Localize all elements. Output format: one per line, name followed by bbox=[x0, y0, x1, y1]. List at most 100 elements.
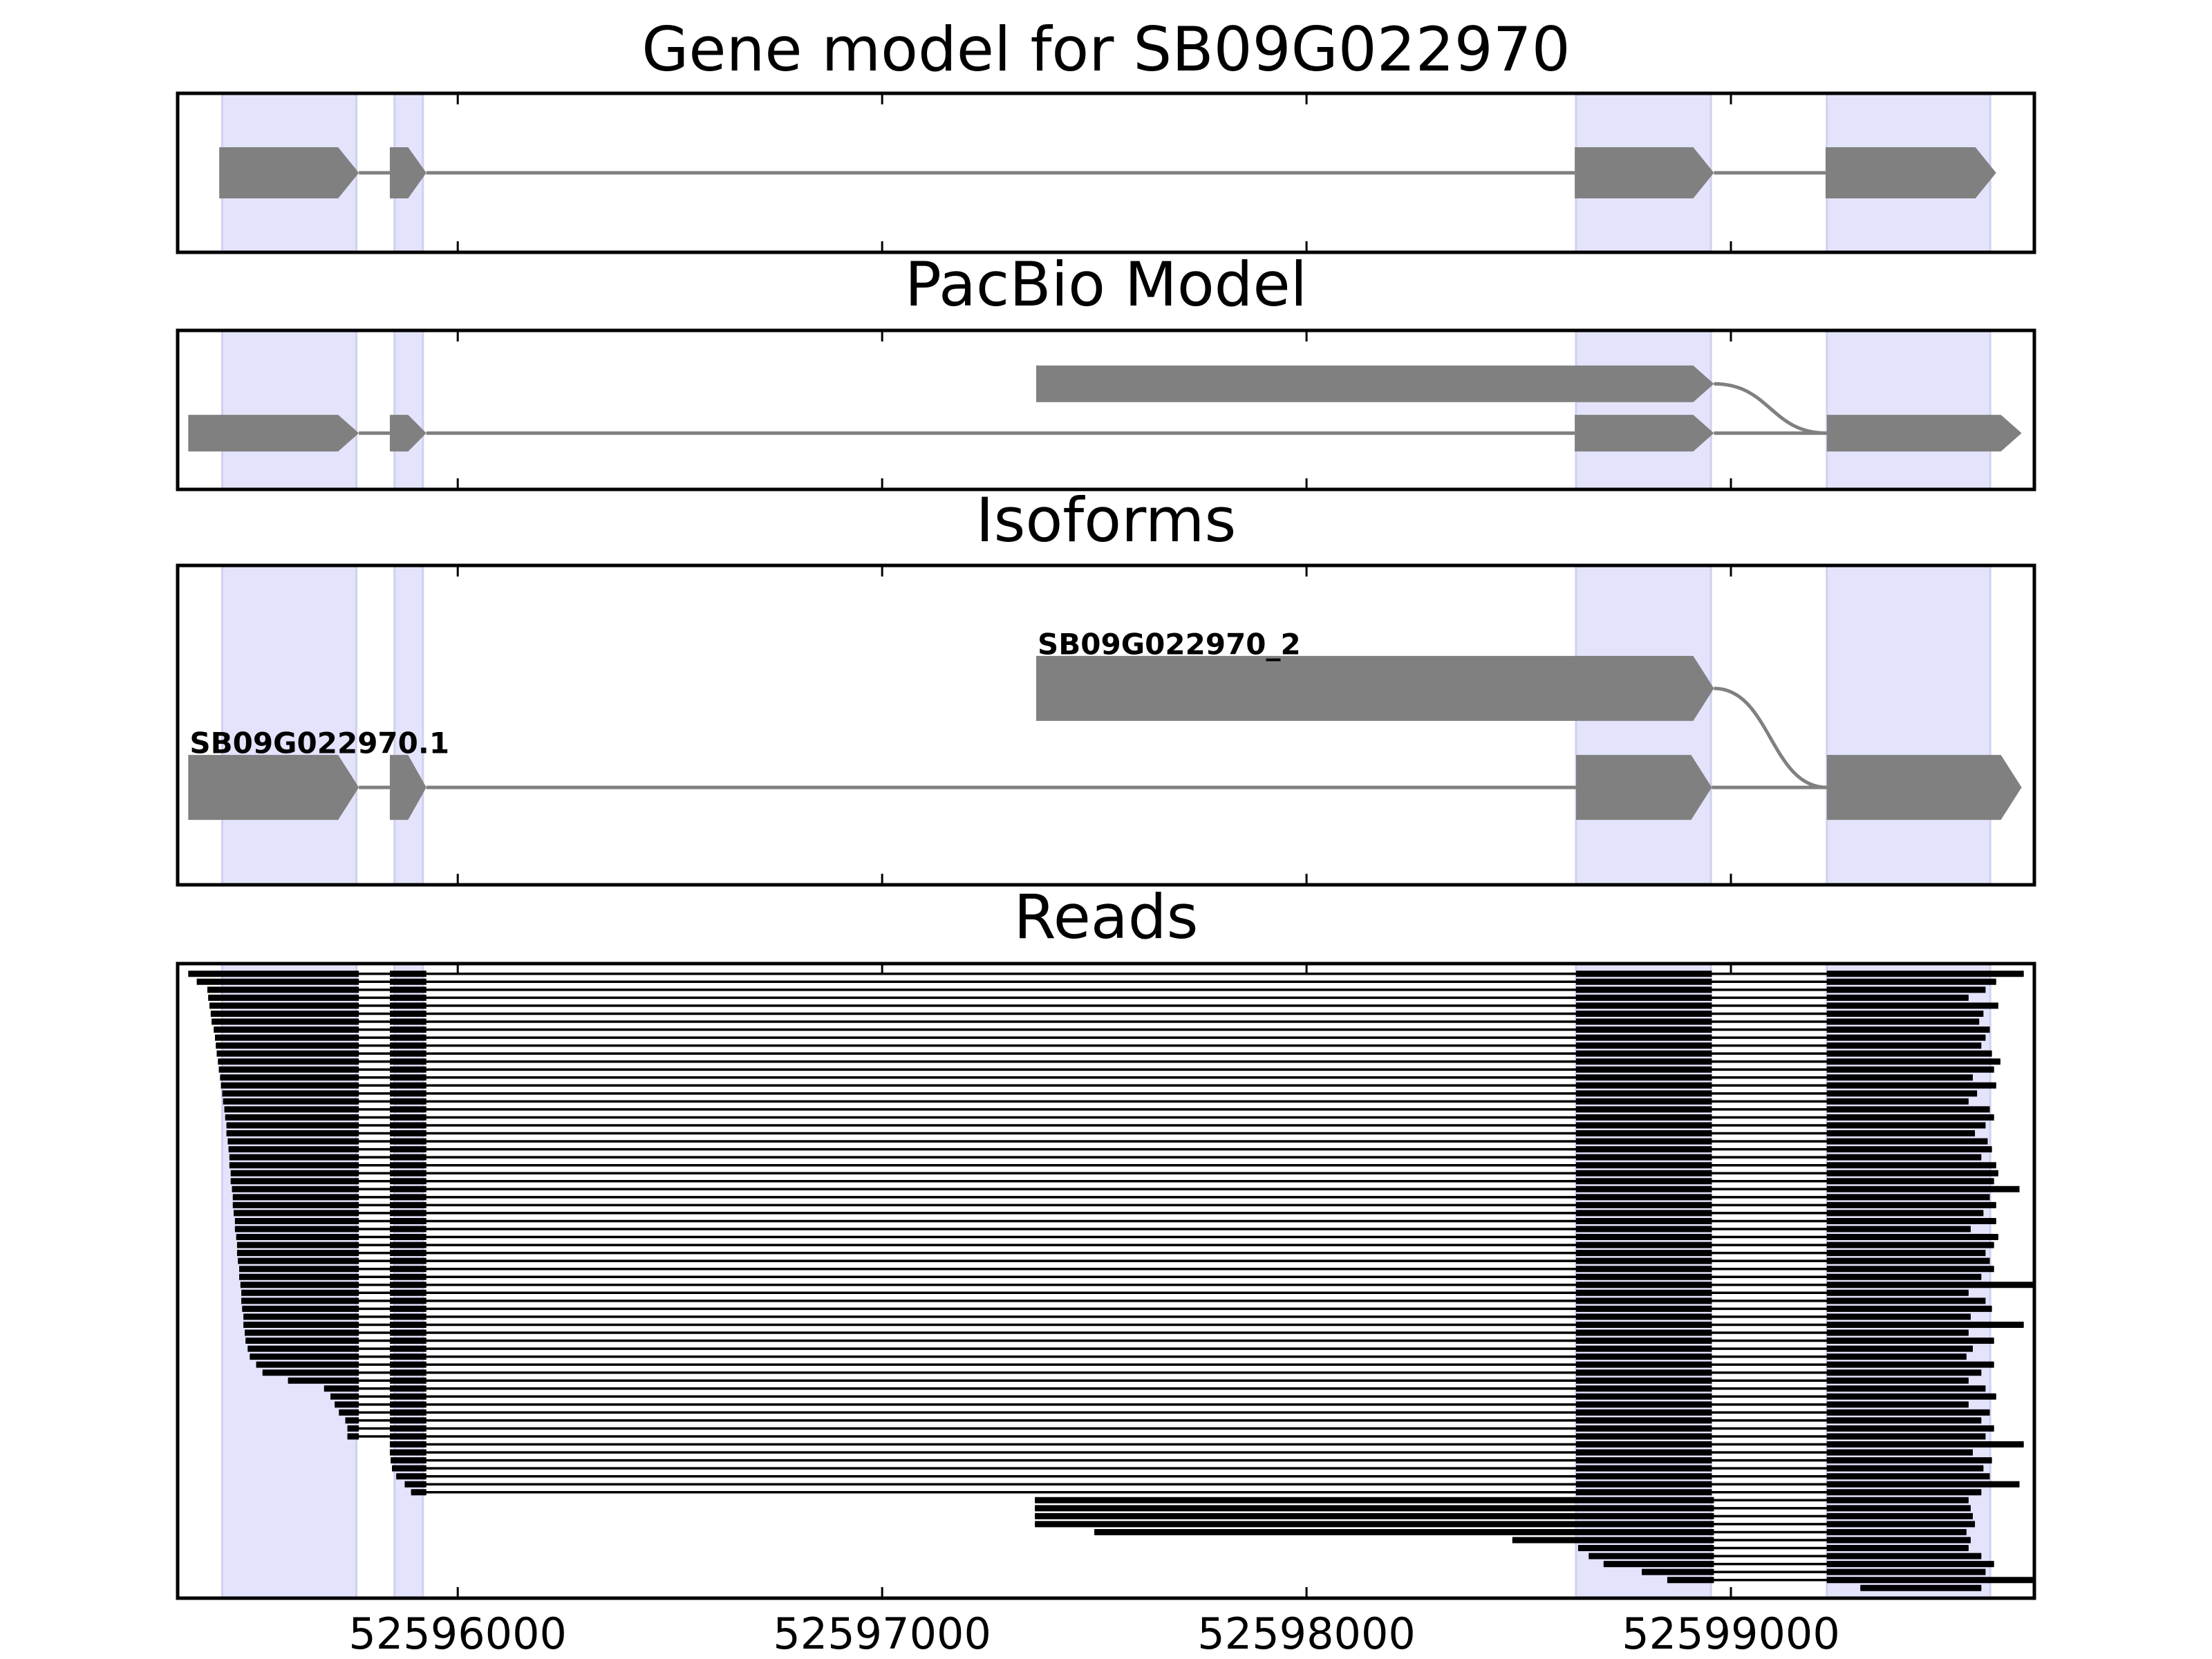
exon-highlight bbox=[393, 330, 424, 489]
exon bbox=[1826, 415, 2022, 452]
exon-highlight bbox=[1826, 565, 1991, 885]
read bbox=[243, 1321, 2024, 1328]
read bbox=[250, 1353, 1967, 1360]
read bbox=[221, 1082, 1996, 1089]
read bbox=[223, 1098, 1969, 1105]
read bbox=[1588, 1553, 1982, 1559]
read bbox=[214, 1027, 1990, 1033]
read bbox=[222, 1090, 1978, 1097]
exon bbox=[389, 755, 427, 821]
read bbox=[226, 1130, 1976, 1137]
exon bbox=[1036, 365, 1714, 402]
exon-highlight bbox=[1826, 330, 1991, 489]
read bbox=[238, 1257, 1990, 1264]
panel-frame bbox=[176, 962, 2036, 1600]
read bbox=[215, 1034, 1986, 1041]
panel-frame bbox=[176, 328, 2036, 491]
read bbox=[236, 1241, 1994, 1248]
exon-highlight bbox=[1575, 330, 1712, 489]
read bbox=[1035, 1505, 1971, 1512]
read bbox=[210, 1010, 1984, 1017]
read bbox=[228, 1146, 1992, 1153]
read bbox=[216, 1042, 1982, 1049]
read bbox=[227, 1138, 1988, 1145]
panel-frame bbox=[176, 563, 2036, 887]
read bbox=[207, 986, 1986, 993]
exon bbox=[1575, 415, 1714, 452]
isoform-label: SB09G022970.1 bbox=[189, 727, 449, 760]
read bbox=[1512, 1537, 1971, 1544]
read bbox=[218, 1058, 2000, 1065]
read bbox=[256, 1361, 1994, 1368]
read bbox=[389, 1449, 1973, 1456]
read bbox=[347, 1433, 1986, 1440]
read bbox=[232, 1185, 2020, 1192]
x-tick-label: 52597000 bbox=[773, 1609, 991, 1659]
read bbox=[392, 1465, 1984, 1472]
read bbox=[411, 1489, 1982, 1496]
exon bbox=[1575, 755, 1712, 821]
read bbox=[1667, 1577, 2034, 1584]
read bbox=[239, 1273, 1982, 1280]
exon-highlight bbox=[221, 565, 357, 885]
exon-highlight bbox=[1575, 565, 1712, 885]
read bbox=[262, 1369, 1982, 1376]
read bbox=[243, 1313, 1971, 1320]
read bbox=[335, 1401, 1969, 1408]
read bbox=[396, 1473, 1990, 1480]
read bbox=[229, 1162, 1996, 1169]
read bbox=[234, 1226, 1971, 1232]
read bbox=[240, 1282, 2034, 1288]
read bbox=[188, 971, 2024, 977]
panel-title: Reads bbox=[1014, 881, 1199, 953]
exon-highlight bbox=[393, 565, 424, 885]
read bbox=[234, 1217, 1996, 1224]
read bbox=[224, 1106, 1990, 1113]
read bbox=[245, 1329, 1969, 1336]
panel: SB09G022970_2 SB09G022970.1 bbox=[188, 565, 2022, 885]
read bbox=[1035, 1497, 1969, 1503]
read bbox=[339, 1409, 1990, 1416]
read bbox=[241, 1289, 1969, 1296]
read bbox=[196, 978, 1996, 985]
exon bbox=[188, 755, 359, 821]
read bbox=[1603, 1561, 1994, 1568]
panel-title: Gene model for SB09G022970 bbox=[641, 14, 1571, 85]
read bbox=[288, 1377, 1969, 1384]
read bbox=[226, 1122, 1986, 1129]
x-tick-label: 52599000 bbox=[1622, 1609, 1840, 1659]
read bbox=[247, 1345, 1973, 1352]
read bbox=[245, 1338, 1994, 1344]
exon bbox=[1036, 655, 1714, 721]
exon bbox=[1575, 147, 1714, 198]
read bbox=[1860, 1584, 1982, 1591]
read bbox=[389, 1441, 2024, 1448]
x-tick-label: 52596000 bbox=[348, 1609, 567, 1659]
read bbox=[236, 1234, 1998, 1241]
intron bbox=[1714, 686, 1827, 789]
read bbox=[232, 1194, 1990, 1201]
x-tick-label: 52598000 bbox=[1197, 1609, 1416, 1659]
isoform-label: SB09G022970_2 bbox=[1038, 627, 1301, 661]
intron bbox=[1714, 382, 1827, 435]
read bbox=[404, 1481, 2020, 1488]
read bbox=[234, 1210, 1984, 1217]
read bbox=[330, 1393, 1996, 1400]
exon bbox=[389, 147, 427, 198]
read bbox=[242, 1305, 1992, 1312]
read bbox=[239, 1266, 1994, 1273]
read bbox=[1642, 1568, 1986, 1575]
read bbox=[1035, 1521, 1976, 1528]
panel bbox=[219, 93, 1996, 252]
read bbox=[220, 1074, 1973, 1081]
read bbox=[209, 1002, 1998, 1009]
read bbox=[1094, 1528, 1967, 1535]
read bbox=[391, 1457, 1992, 1464]
read bbox=[230, 1178, 1994, 1185]
read bbox=[241, 1297, 1986, 1304]
exon bbox=[1826, 755, 2022, 821]
read bbox=[212, 1018, 1980, 1025]
exon bbox=[389, 415, 427, 452]
